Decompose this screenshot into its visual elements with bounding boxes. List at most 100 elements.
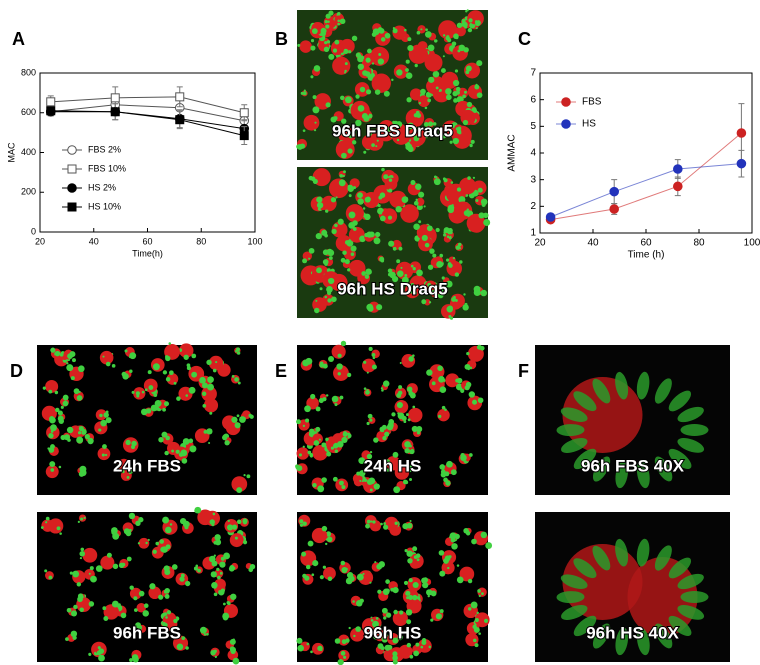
cell-granule [424, 106, 428, 110]
cell-granule [138, 517, 144, 523]
cell-granule [57, 410, 63, 416]
cell-granule [79, 607, 84, 613]
cell-granule [321, 477, 327, 483]
cell-granule [59, 352, 64, 357]
cell-granule [121, 371, 127, 377]
cell-granule [455, 90, 460, 95]
cell-granule [481, 592, 484, 596]
cell-granule [62, 400, 69, 407]
cell-granule [176, 643, 184, 651]
cell-granule [372, 356, 376, 360]
cell-granule [330, 446, 335, 450]
cell-granule [414, 126, 419, 131]
cell-granule [199, 626, 207, 634]
cell-granule [466, 352, 470, 356]
cell-granule [341, 118, 347, 124]
cell-granule [367, 131, 372, 137]
cell-granule [325, 102, 331, 108]
cell-granule [408, 391, 414, 396]
cell-granule [677, 406, 704, 423]
cell-granule [474, 84, 480, 90]
cell-granule [133, 596, 138, 601]
cell-granule [475, 27, 478, 30]
cell-granule [431, 381, 436, 386]
cell-granule [315, 406, 321, 412]
cell-granule [474, 20, 479, 24]
cell-granule [169, 523, 173, 526]
cell-granule [408, 288, 415, 294]
cell-granule [58, 465, 62, 469]
cell-granule [423, 290, 429, 295]
cell-granule [314, 121, 317, 124]
cell-granule [484, 618, 489, 623]
cell-granule [478, 212, 485, 219]
cell-granule [155, 541, 160, 546]
cell-granule [470, 139, 475, 144]
cell [197, 509, 214, 526]
micrograph [535, 512, 730, 662]
cell-granule [316, 267, 322, 274]
cell-granule [420, 645, 424, 649]
cell-granule [341, 436, 348, 444]
cell-granule [409, 519, 412, 523]
nucleus [627, 557, 698, 637]
cell-granule [339, 480, 344, 486]
cell-granule [447, 228, 453, 235]
cell-granule [213, 554, 216, 557]
x-tick-label: 80 [693, 238, 705, 249]
cell-granule [70, 376, 75, 381]
cell-granule [332, 476, 338, 482]
cell-granule [299, 519, 304, 524]
cell-granule [416, 426, 423, 433]
cell-granule [206, 632, 209, 636]
cell-granule [441, 276, 445, 280]
y-tick-label: 5 [530, 121, 536, 132]
cell-granule [149, 583, 156, 590]
cell-granule [450, 181, 454, 184]
cell [82, 547, 98, 563]
marker [545, 212, 556, 222]
cell-granule [440, 68, 446, 74]
cell-granule [340, 560, 346, 566]
cell-granule [454, 272, 460, 277]
cell-granule [388, 178, 393, 182]
cell-granule [374, 125, 377, 128]
cell-granule [363, 150, 367, 154]
cell-granule [445, 88, 452, 95]
cell-granule [340, 257, 346, 263]
cell-granule [145, 541, 148, 545]
cell-granule [88, 440, 92, 444]
cell-granule [388, 188, 393, 193]
cell-granule [165, 435, 170, 441]
cell-granule [79, 550, 86, 557]
cell-granule [348, 575, 355, 582]
marker [736, 158, 747, 169]
cell-granule [452, 137, 460, 145]
x-tick-label: 20 [35, 236, 45, 246]
cell-granule [310, 650, 313, 654]
cell-granule [312, 106, 320, 114]
cell-granule [443, 233, 447, 237]
cell-granule [397, 270, 404, 277]
cell-granule [677, 438, 705, 453]
cell-granule [343, 48, 349, 55]
cell-granule [129, 585, 134, 590]
cell-granule [374, 231, 381, 238]
cell [148, 586, 161, 600]
cell-granule [456, 129, 462, 134]
cell-granule [236, 519, 242, 525]
cell-granule [319, 287, 323, 291]
cell-granule [310, 39, 315, 43]
cell-granule [469, 143, 473, 148]
cell-granule [130, 444, 136, 450]
cell-granule [447, 262, 452, 266]
cell [389, 190, 407, 209]
cell-granule [220, 588, 225, 593]
cell-granule [350, 245, 357, 252]
cell-granule [194, 506, 202, 514]
cell [214, 578, 226, 591]
cell-granule [560, 407, 588, 422]
cell-granule [615, 627, 629, 656]
cell-granule [423, 205, 426, 208]
y-tick-label: 600 [21, 107, 36, 117]
